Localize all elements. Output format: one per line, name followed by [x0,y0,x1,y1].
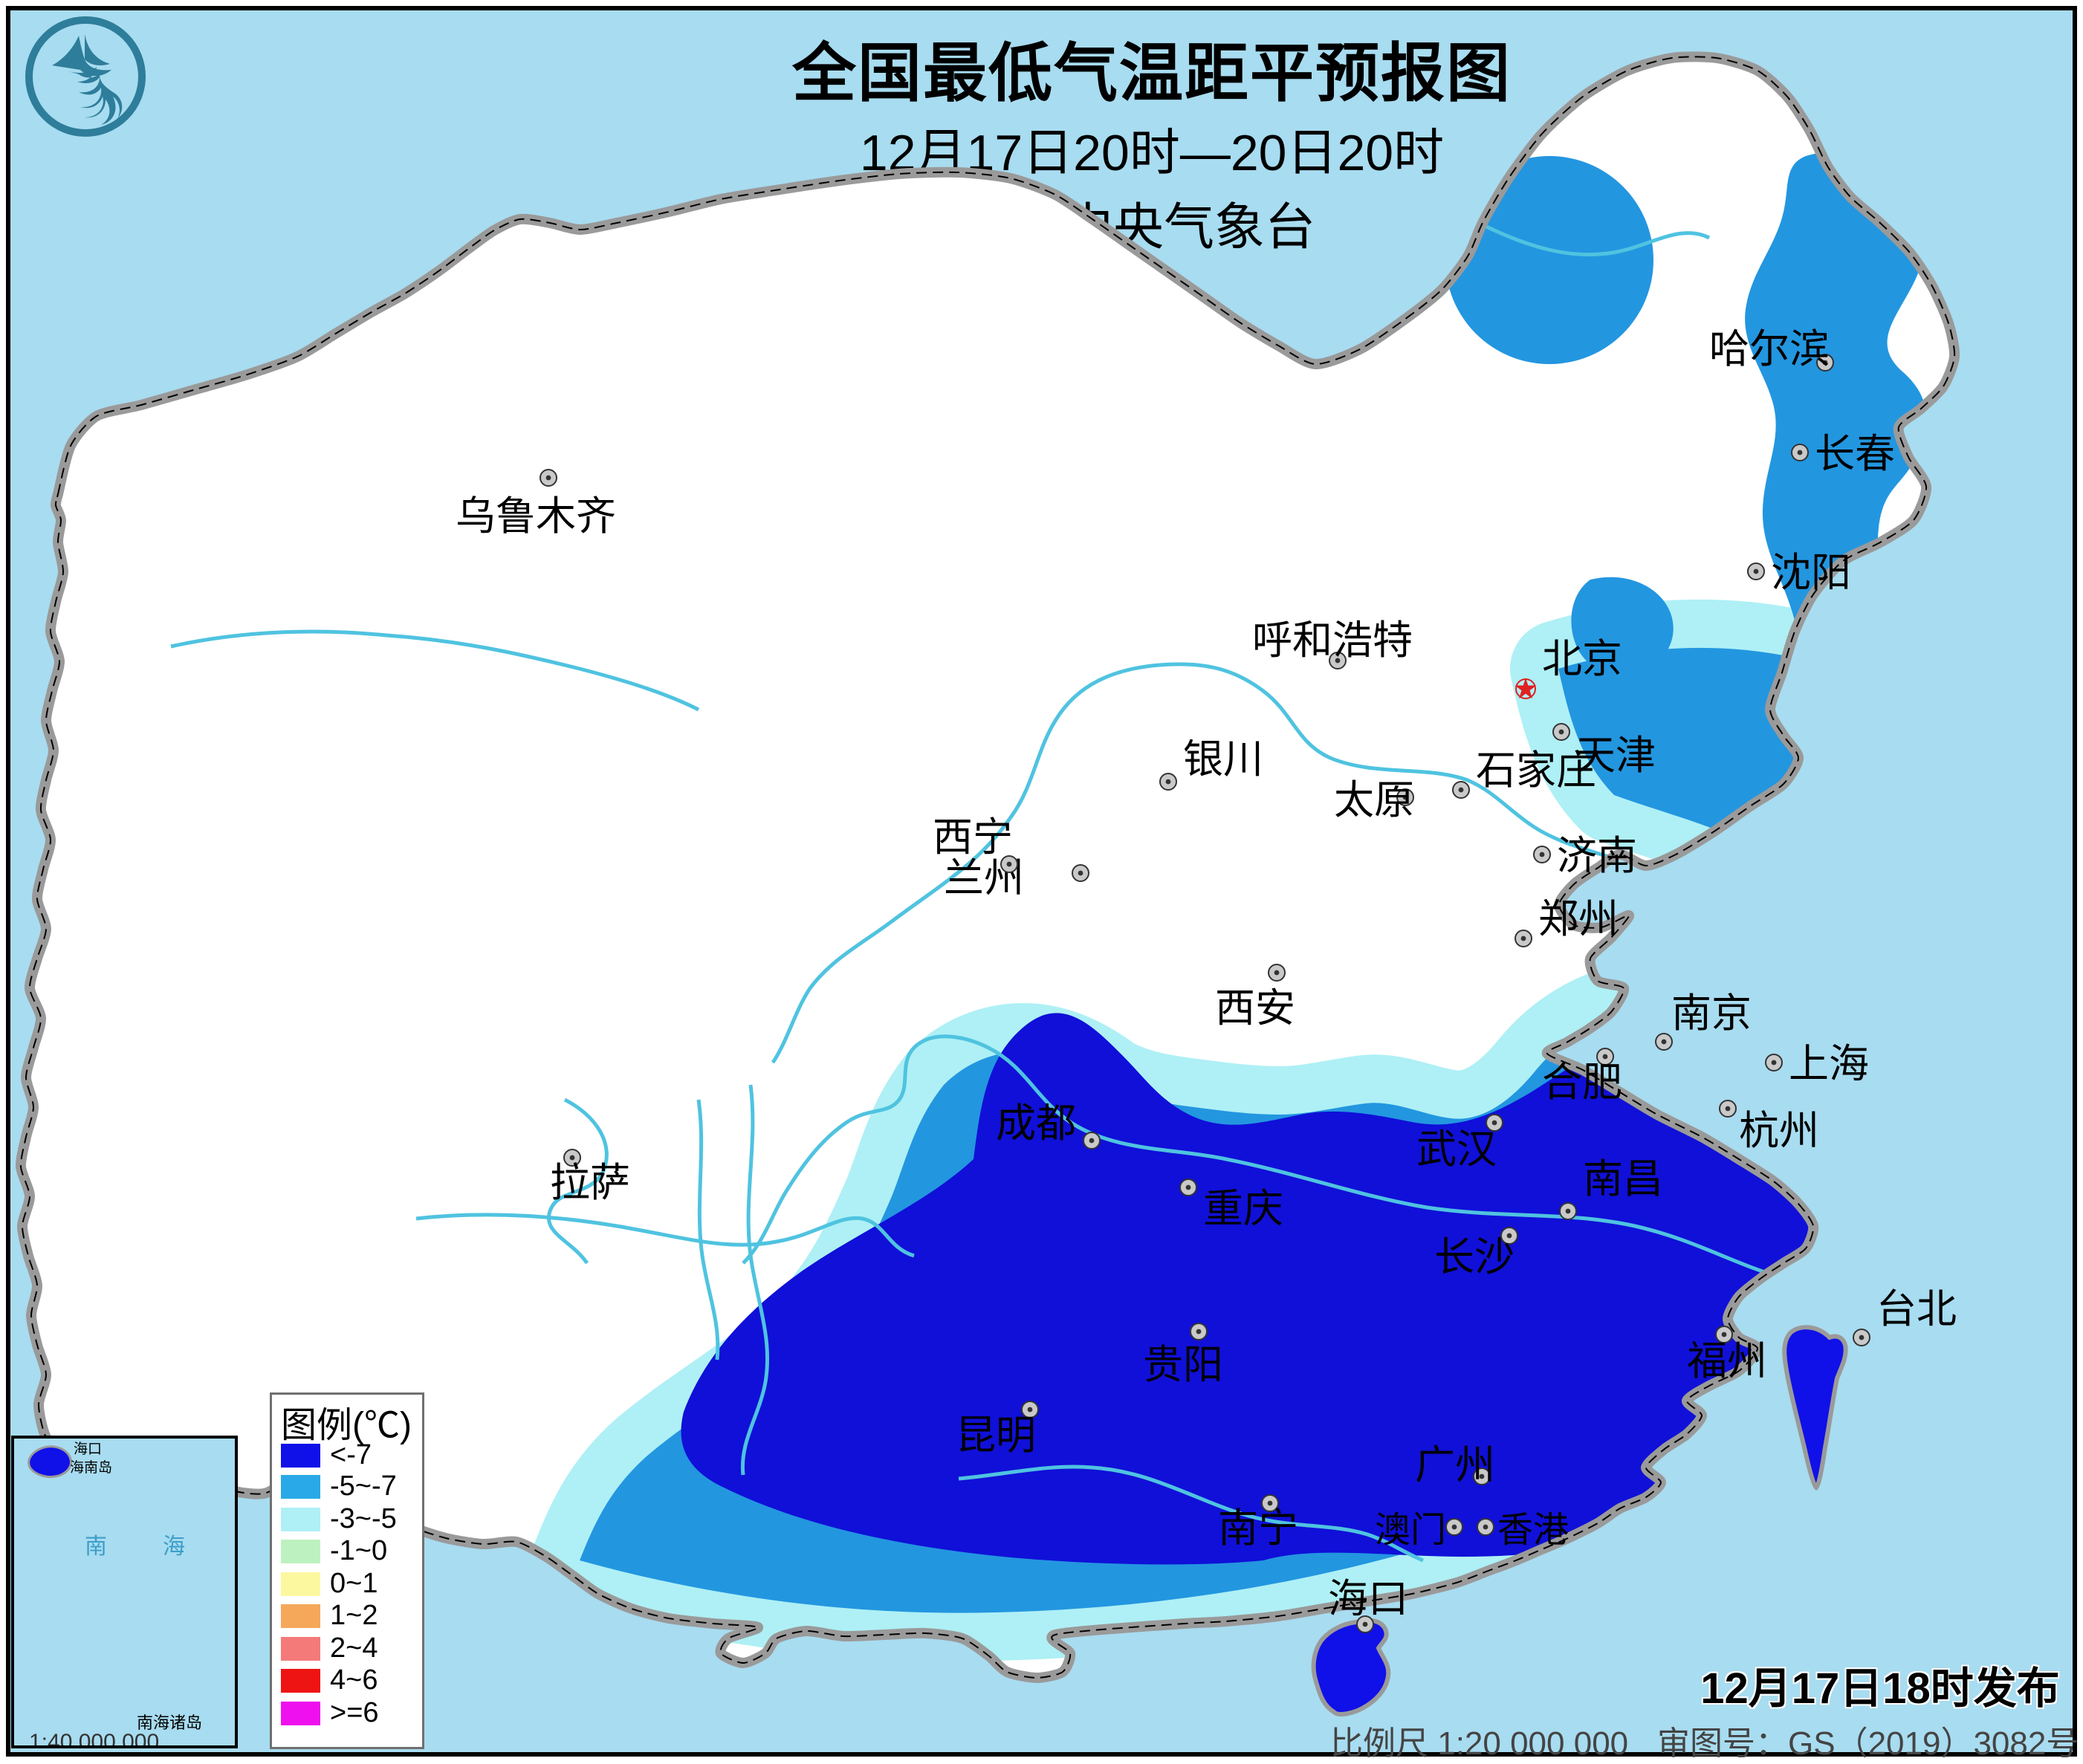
svg-text:-3~-5: -3~-5 [330,1503,397,1534]
svg-text:<-7: <-7 [330,1439,372,1470]
svg-text:-1~0: -1~0 [330,1535,387,1566]
svg-text:0~1: 0~1 [330,1568,378,1599]
svg-text:>=6: >=6 [330,1697,379,1728]
svg-text:-5~-7: -5~-7 [330,1470,397,1502]
svg-text:4~6: 4~6 [330,1664,378,1696]
svg-text:2~4: 2~4 [330,1632,378,1664]
svg-text:1~2: 1~2 [330,1600,378,1631]
